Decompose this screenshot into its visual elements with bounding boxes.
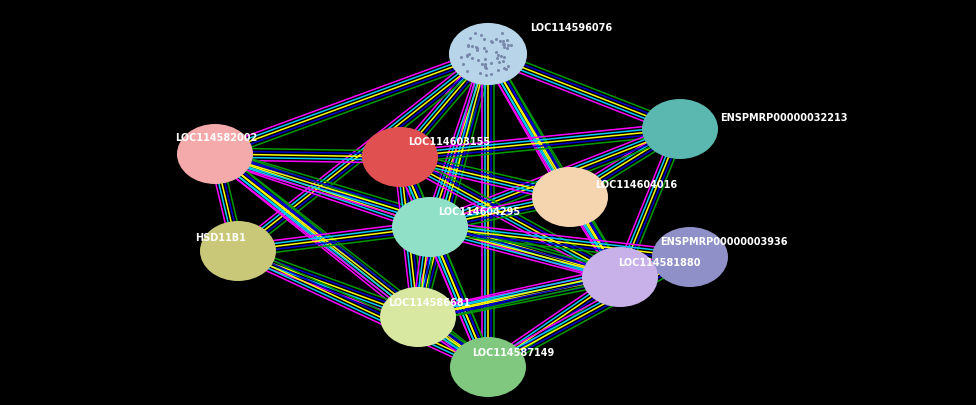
Text: HSD11B1: HSD11B1 — [195, 232, 246, 243]
Text: LOC114586681: LOC114586681 — [388, 297, 470, 307]
Ellipse shape — [642, 100, 718, 160]
Ellipse shape — [362, 128, 438, 188]
Text: LOC114604295: LOC114604295 — [438, 207, 520, 216]
Text: LOC114587149: LOC114587149 — [472, 347, 554, 357]
Text: ENSPMRP00000003936: ENSPMRP00000003936 — [660, 237, 788, 246]
Text: LOC114582002: LOC114582002 — [175, 133, 258, 143]
Ellipse shape — [532, 168, 608, 228]
Text: LOC114603155: LOC114603155 — [408, 136, 490, 147]
Text: ENSPMRP00000032213: ENSPMRP00000032213 — [720, 113, 847, 123]
Ellipse shape — [652, 228, 728, 287]
Ellipse shape — [392, 198, 468, 257]
Text: LOC114596076: LOC114596076 — [530, 23, 612, 33]
Ellipse shape — [450, 337, 526, 397]
Ellipse shape — [450, 25, 526, 85]
Ellipse shape — [200, 222, 276, 281]
Text: LOC114604016: LOC114604016 — [595, 179, 677, 190]
Ellipse shape — [380, 287, 456, 347]
Text: LOC114581880: LOC114581880 — [618, 257, 701, 267]
Ellipse shape — [582, 247, 658, 307]
Ellipse shape — [177, 125, 253, 185]
